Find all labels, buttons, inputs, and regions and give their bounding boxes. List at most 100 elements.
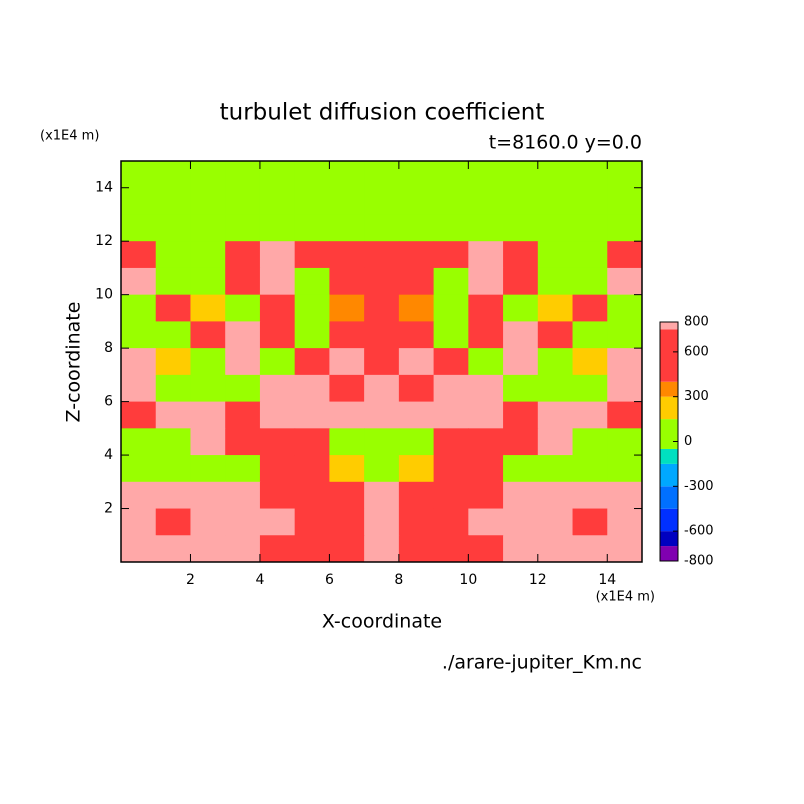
cell <box>329 428 365 456</box>
cell <box>259 161 296 189</box>
cell <box>329 508 365 536</box>
cell <box>294 294 330 322</box>
cell <box>294 214 330 242</box>
cell <box>190 241 226 269</box>
cell <box>537 187 574 215</box>
cell <box>155 161 191 189</box>
cell <box>121 214 157 242</box>
cell <box>190 481 226 510</box>
cell <box>572 321 608 349</box>
plot-frame <box>120 160 643 563</box>
colorbar-segment <box>660 329 678 382</box>
cell <box>398 508 435 536</box>
cell <box>225 161 261 189</box>
cell <box>537 161 574 189</box>
cell <box>121 241 157 269</box>
cell <box>503 267 539 296</box>
cell <box>468 267 504 296</box>
cell <box>468 535 504 563</box>
x-tick-label: 4 <box>255 572 264 588</box>
cell <box>572 267 608 296</box>
cell <box>294 241 330 269</box>
cell <box>572 241 608 269</box>
cell <box>503 508 539 536</box>
cell <box>121 348 157 376</box>
cell <box>329 481 365 510</box>
cell <box>294 374 330 403</box>
cell <box>294 535 330 563</box>
cell <box>155 241 191 269</box>
field <box>121 161 643 563</box>
cell <box>259 455 296 483</box>
cell <box>537 508 574 536</box>
cell <box>364 401 400 429</box>
cell <box>433 214 469 242</box>
cell <box>572 535 608 563</box>
cell <box>155 535 191 563</box>
cell <box>364 455 400 483</box>
cell <box>607 481 643 510</box>
cell <box>259 481 296 510</box>
y-tick-label: 14 <box>95 180 113 196</box>
cell <box>468 455 504 483</box>
cell <box>121 187 157 215</box>
cell <box>294 267 330 296</box>
cell <box>607 161 643 189</box>
cell <box>225 481 261 510</box>
cell <box>155 321 191 349</box>
y-tick-label: 8 <box>104 340 113 356</box>
cell <box>572 428 608 456</box>
cell <box>225 267 261 296</box>
cell <box>398 455 435 483</box>
cell <box>433 508 469 536</box>
cell <box>294 508 330 536</box>
colorbar-tick-label: 800 <box>684 315 709 330</box>
cell <box>572 161 608 189</box>
cell <box>259 401 296 429</box>
y-tick-label: 2 <box>104 501 113 517</box>
y-axis-label: Z-coordinate <box>63 302 85 423</box>
cell <box>364 374 400 403</box>
cell <box>537 348 574 376</box>
colorbar-tick-label: 300 <box>684 389 709 404</box>
cell <box>398 428 435 456</box>
cell <box>537 267 574 296</box>
colorbar-segment <box>660 419 678 449</box>
cell <box>294 481 330 510</box>
cell <box>190 214 226 242</box>
cell <box>329 348 365 376</box>
cell <box>364 428 400 456</box>
cell <box>503 481 539 510</box>
cell <box>433 535 469 563</box>
cell <box>190 294 226 322</box>
cell <box>190 455 226 483</box>
cell <box>155 187 191 215</box>
cell <box>364 267 400 296</box>
cell <box>607 241 643 269</box>
cell <box>398 401 435 429</box>
cell <box>398 535 435 563</box>
cell <box>607 294 643 322</box>
cell <box>155 374 191 403</box>
chart-subtitle: t=8160.0 y=0.0 <box>489 132 642 154</box>
cell <box>225 294 261 322</box>
cell <box>433 187 469 215</box>
cell <box>537 241 574 269</box>
cell <box>225 455 261 483</box>
cell <box>329 455 365 483</box>
cell <box>225 348 261 376</box>
chart-title: turbulet diffusion coefficient <box>220 100 545 126</box>
cell <box>398 241 435 269</box>
cell <box>468 214 504 242</box>
cell <box>364 161 400 189</box>
colorbar-tick-label: 0 <box>684 434 692 449</box>
cell <box>433 481 469 510</box>
cell <box>503 214 539 242</box>
cell <box>398 187 435 215</box>
cell <box>190 508 226 536</box>
cell <box>433 374 469 403</box>
colorbar-segment <box>660 486 678 509</box>
cell <box>329 241 365 269</box>
x-unit: (x1E4 m) <box>596 590 655 605</box>
